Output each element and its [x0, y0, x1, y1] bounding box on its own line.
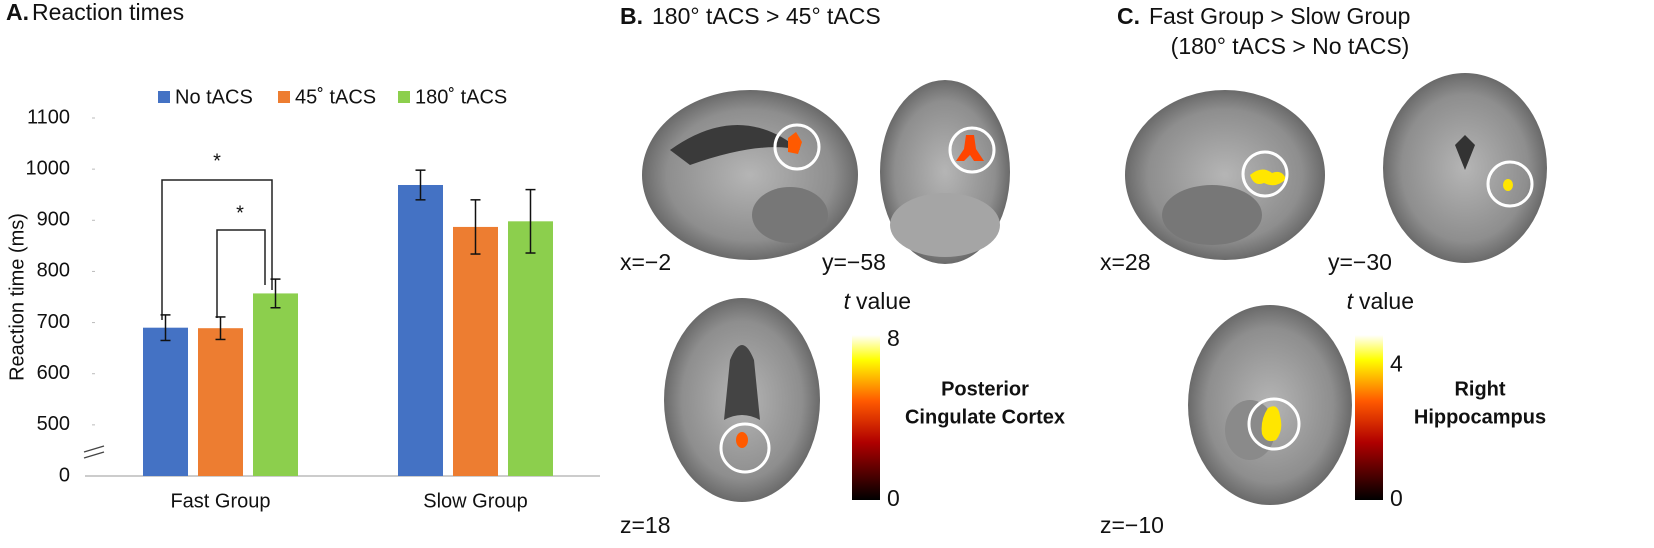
colorbar-label: value: [1359, 288, 1414, 314]
bar: [253, 293, 298, 476]
significance-brackets: [161, 179, 273, 320]
x-tick-label: Slow Group: [423, 490, 528, 512]
colorbar: [852, 335, 880, 500]
coord-label: x=−2: [620, 249, 671, 275]
coord-label: z=18: [620, 512, 671, 538]
coord-label: y=−58: [822, 249, 886, 275]
colorbar-label: value: [856, 288, 911, 314]
colorbar-tick-label: 4: [1390, 350, 1403, 376]
coord-label: x=28: [1100, 249, 1151, 275]
region-label: Right: [1454, 378, 1505, 400]
brain-images: [642, 73, 1547, 505]
bar: [198, 328, 243, 476]
bar: [508, 221, 553, 476]
y-tick-label: 1100: [27, 106, 70, 128]
coord-label: z=−10: [1100, 512, 1164, 538]
y-tick-label: 1000: [26, 157, 71, 179]
significance: *: [213, 150, 221, 172]
panel-title: 180° tACS > 45° tACS: [652, 3, 881, 29]
colorbar-var: t: [844, 288, 852, 314]
legend-swatch: [158, 91, 170, 103]
y-tick-label: 600: [37, 362, 70, 384]
significance: *: [236, 202, 244, 224]
y-tick-label: 0: [59, 464, 70, 486]
legend-swatch: [278, 91, 290, 103]
x-tick-label: Fast Group: [170, 490, 270, 512]
panel-subtitle: (180° tACS > No tACS): [1171, 33, 1410, 59]
y-axis-label: Reaction time (ms): [6, 213, 28, 381]
colorbar-tick-label: 0: [1390, 485, 1403, 511]
legend-swatch: [398, 91, 410, 103]
panel-title: Fast Group > Slow Group: [1149, 3, 1410, 29]
axis-break: [83, 445, 105, 459]
y-tick-label: 700: [37, 311, 70, 333]
bar: [453, 226, 498, 476]
legend-label: No tACS: [175, 86, 253, 108]
region-label: Hippocampus: [1414, 406, 1546, 428]
panel-label: B.: [620, 3, 643, 29]
panel-label: C.: [1117, 3, 1140, 29]
y-tick-label: 500: [37, 413, 70, 435]
coord-label: y=−30: [1328, 249, 1392, 275]
colorbar: [1355, 335, 1383, 500]
legend-label: 45˚ tACS: [295, 86, 376, 108]
colorbar-tick-label: 0: [887, 485, 900, 511]
colorbar-var: t: [1347, 288, 1355, 314]
y-tick-label: 900: [37, 209, 70, 231]
colorbar-tick-label: 8: [887, 325, 900, 351]
bar: [398, 184, 443, 477]
region-label: Posterior: [941, 378, 1029, 400]
chart-title: Reaction times: [32, 0, 184, 25]
region-label: Cingulate Cortex: [905, 406, 1065, 428]
bar: [143, 327, 188, 476]
legend-label: 180˚ tACS: [415, 86, 507, 108]
y-tick-label: 800: [37, 260, 70, 282]
panel-label: A.: [6, 0, 29, 25]
